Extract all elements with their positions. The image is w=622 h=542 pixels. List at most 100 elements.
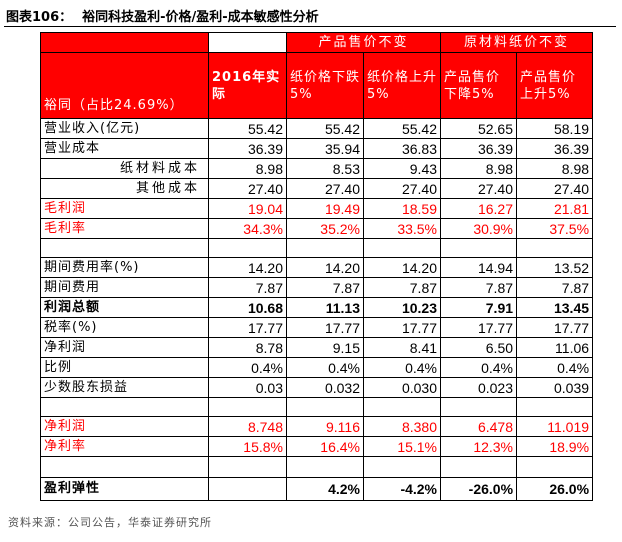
- empty-cell: [208, 238, 287, 258]
- table-cell: 36.39: [208, 138, 287, 159]
- table-cell: 36.39: [440, 138, 518, 159]
- table-cell: 17.77: [516, 317, 594, 338]
- sensitivity-table: 产品售价不变 原材料纸价不变 裕同（占比24.69%） 2016年实际 纸价格下…: [40, 32, 594, 501]
- row-label: 比例: [40, 357, 209, 378]
- table-cell: 8.98: [208, 158, 287, 179]
- table-cell: -26.0%: [440, 477, 518, 501]
- table-cell: 9.116: [286, 416, 364, 437]
- table-cell: 14.20: [208, 257, 287, 278]
- table-cell: 0.030: [362, 377, 442, 398]
- column-header-price-down: 产品售价下降5%: [440, 52, 518, 119]
- table-cell: 11.06: [516, 337, 594, 358]
- table-cell: 14.94: [440, 257, 518, 278]
- row-label: 营业成本: [40, 138, 209, 159]
- table-cell: 8.98: [440, 158, 518, 179]
- empty-cell: [440, 397, 518, 417]
- empty-cell: [40, 456, 209, 478]
- row-label: 其他成本: [40, 178, 209, 199]
- source-note: 资料来源：公司公告，华泰证券研究所: [8, 516, 212, 529]
- table-row: 纸材料成本 8.98 8.53 9.43 8.98 8.98: [40, 158, 594, 179]
- table-cell: 10.68: [208, 297, 287, 318]
- table-cell: 10.23: [362, 297, 442, 318]
- table-row: 净利润 8.78 9.15 8.41 6.50 11.06: [40, 337, 594, 358]
- table-cell: 0.039: [516, 377, 594, 398]
- table-cell: 13.45: [516, 297, 594, 318]
- table-cell: 7.91: [440, 297, 518, 318]
- empty-cell: [208, 456, 287, 478]
- table-cell: 8.53: [286, 158, 364, 179]
- table-cell: 11.019: [516, 416, 594, 437]
- table-cell: 26.0%: [516, 477, 594, 501]
- group-header-row: 产品售价不变 原材料纸价不变: [40, 32, 594, 53]
- table-cell: 8.78: [208, 337, 287, 358]
- row-label: 期间费用率(%): [40, 257, 209, 278]
- empty-cell: [516, 238, 594, 258]
- row-label: 盈利弹性: [40, 477, 209, 501]
- empty-cell: [40, 238, 209, 258]
- table-cell: 55.42: [362, 118, 442, 139]
- table-row: 其他成本 27.40 27.40 27.40 27.40 27.40: [40, 178, 594, 199]
- table-row: 净利率 15.8% 16.4% 15.1% 12.3% 18.9%: [40, 436, 594, 457]
- table-cell: 0.4%: [286, 357, 364, 378]
- table-cell: 6.50: [440, 337, 518, 358]
- table-cell: 17.77: [362, 317, 442, 338]
- row-label: 净利率: [40, 436, 209, 457]
- table-cell: 27.40: [516, 178, 594, 199]
- table-row: 毛利润 19.04 19.49 18.59 16.27 21.81: [40, 198, 594, 219]
- table-row: 期间费用 7.87 7.87 7.87 7.87 7.87: [40, 277, 594, 298]
- empty-cell: [40, 397, 209, 417]
- table-cell: 11.13: [286, 297, 364, 318]
- table-cell: 7.87: [362, 277, 442, 298]
- table-cell: 0.4%: [362, 357, 442, 378]
- table-cell: 16.27: [440, 198, 518, 219]
- table-cell: 15.8%: [208, 436, 287, 457]
- table-cell: 19.04: [208, 198, 287, 219]
- table-cell: 27.40: [286, 178, 364, 199]
- table-cell: 9.43: [362, 158, 442, 179]
- row-label: 营业收入(亿元): [40, 118, 209, 139]
- table-cell: 17.77: [208, 317, 287, 338]
- table-cell: [208, 477, 287, 501]
- row-label: 净利润: [40, 337, 209, 358]
- row-label: 利润总额: [40, 297, 209, 318]
- table-cell: 27.40: [362, 178, 442, 199]
- table-cell: 0.4%: [440, 357, 518, 378]
- table-cell: 19.49: [286, 198, 364, 219]
- table-cell: 8.748: [208, 416, 287, 437]
- table-cell: 0.023: [440, 377, 518, 398]
- table-cell: 55.42: [208, 118, 287, 139]
- table-cell: 37.5%: [516, 218, 594, 239]
- table-cell: 0.4%: [516, 357, 594, 378]
- table-cell: -4.2%: [362, 477, 442, 501]
- table-row: 营业成本 36.39 35.94 36.83 36.39 36.39: [40, 138, 594, 159]
- table-cell: 58.19: [516, 118, 594, 139]
- row-label: 期间费用: [40, 277, 209, 298]
- column-header-paper-up: 纸价格上升5%: [362, 52, 442, 119]
- table-row: 期间费用率(%) 14.20 14.20 14.20 14.94 13.52: [40, 257, 594, 278]
- table-cell: 55.42: [286, 118, 364, 139]
- table-cell: 8.380: [362, 416, 442, 437]
- empty-cell: [362, 238, 442, 258]
- table-row: 营业收入(亿元) 55.42 55.42 55.42 52.65 58.19: [40, 118, 594, 139]
- table-cell: 16.4%: [286, 436, 364, 457]
- table-cell: 13.52: [516, 257, 594, 278]
- row-label: 净利润: [40, 416, 209, 437]
- table-cell: 35.94: [286, 138, 364, 159]
- row-label: 毛利润: [40, 198, 209, 219]
- table-cell: 6.478: [440, 416, 518, 437]
- table-cell: 8.41: [362, 337, 442, 358]
- table-cell: 0.4%: [208, 357, 287, 378]
- blank-header-cell: [208, 32, 287, 53]
- empty-cell: [516, 456, 594, 478]
- table-cell: 30.9%: [440, 218, 518, 239]
- table-cell: 7.87: [440, 277, 518, 298]
- table-row: 少数股东损益 0.03 0.032 0.030 0.023 0.039: [40, 377, 594, 398]
- row-header-cell: 裕同（占比24.69%）: [40, 52, 209, 119]
- table-cell: 7.87: [208, 277, 287, 298]
- table-cell: 36.39: [516, 138, 594, 159]
- table-cell: 4.2%: [286, 477, 364, 501]
- row-label: 少数股东损益: [40, 377, 209, 398]
- table-cell: 21.81: [516, 198, 594, 219]
- spacer-row: [40, 397, 594, 417]
- table-cell: 27.40: [440, 178, 518, 199]
